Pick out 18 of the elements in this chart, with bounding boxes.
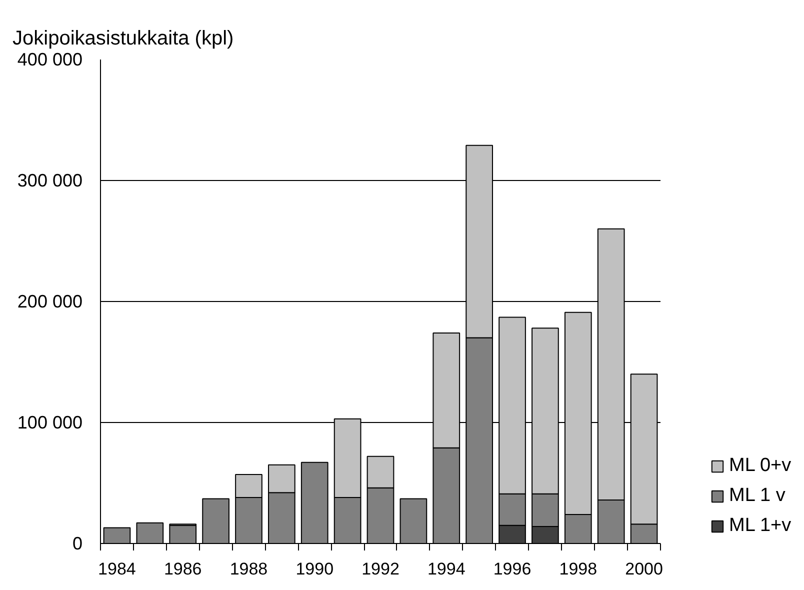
legend-label: ML 1+v: [729, 515, 792, 537]
x-tick-label: 1990: [296, 560, 334, 578]
x-tick-label: 1984: [98, 560, 136, 578]
y-tick-label: 100 000: [17, 412, 83, 432]
y-axis-title: Jokipoikasistukkaita (kpl): [12, 28, 234, 50]
y-tick-label: 0: [72, 534, 83, 554]
x-tick-label: 1996: [493, 560, 532, 578]
x-tick-label: 2000: [625, 560, 663, 578]
x-tick-label: 1986: [164, 560, 202, 578]
legend-label: ML 1 v: [729, 485, 786, 507]
legend-label: ML 0+v: [729, 455, 792, 477]
y-tick-label: 200 000: [17, 292, 83, 312]
x-tick-label: 1998: [559, 560, 598, 578]
y-tick-label: 300 000: [17, 170, 83, 190]
x-tick-label: 1988: [230, 560, 268, 578]
y-tick-label: 400 000: [17, 50, 83, 70]
x-tick-label: 1994: [427, 560, 466, 578]
x-tick-label: 1992: [362, 560, 400, 578]
